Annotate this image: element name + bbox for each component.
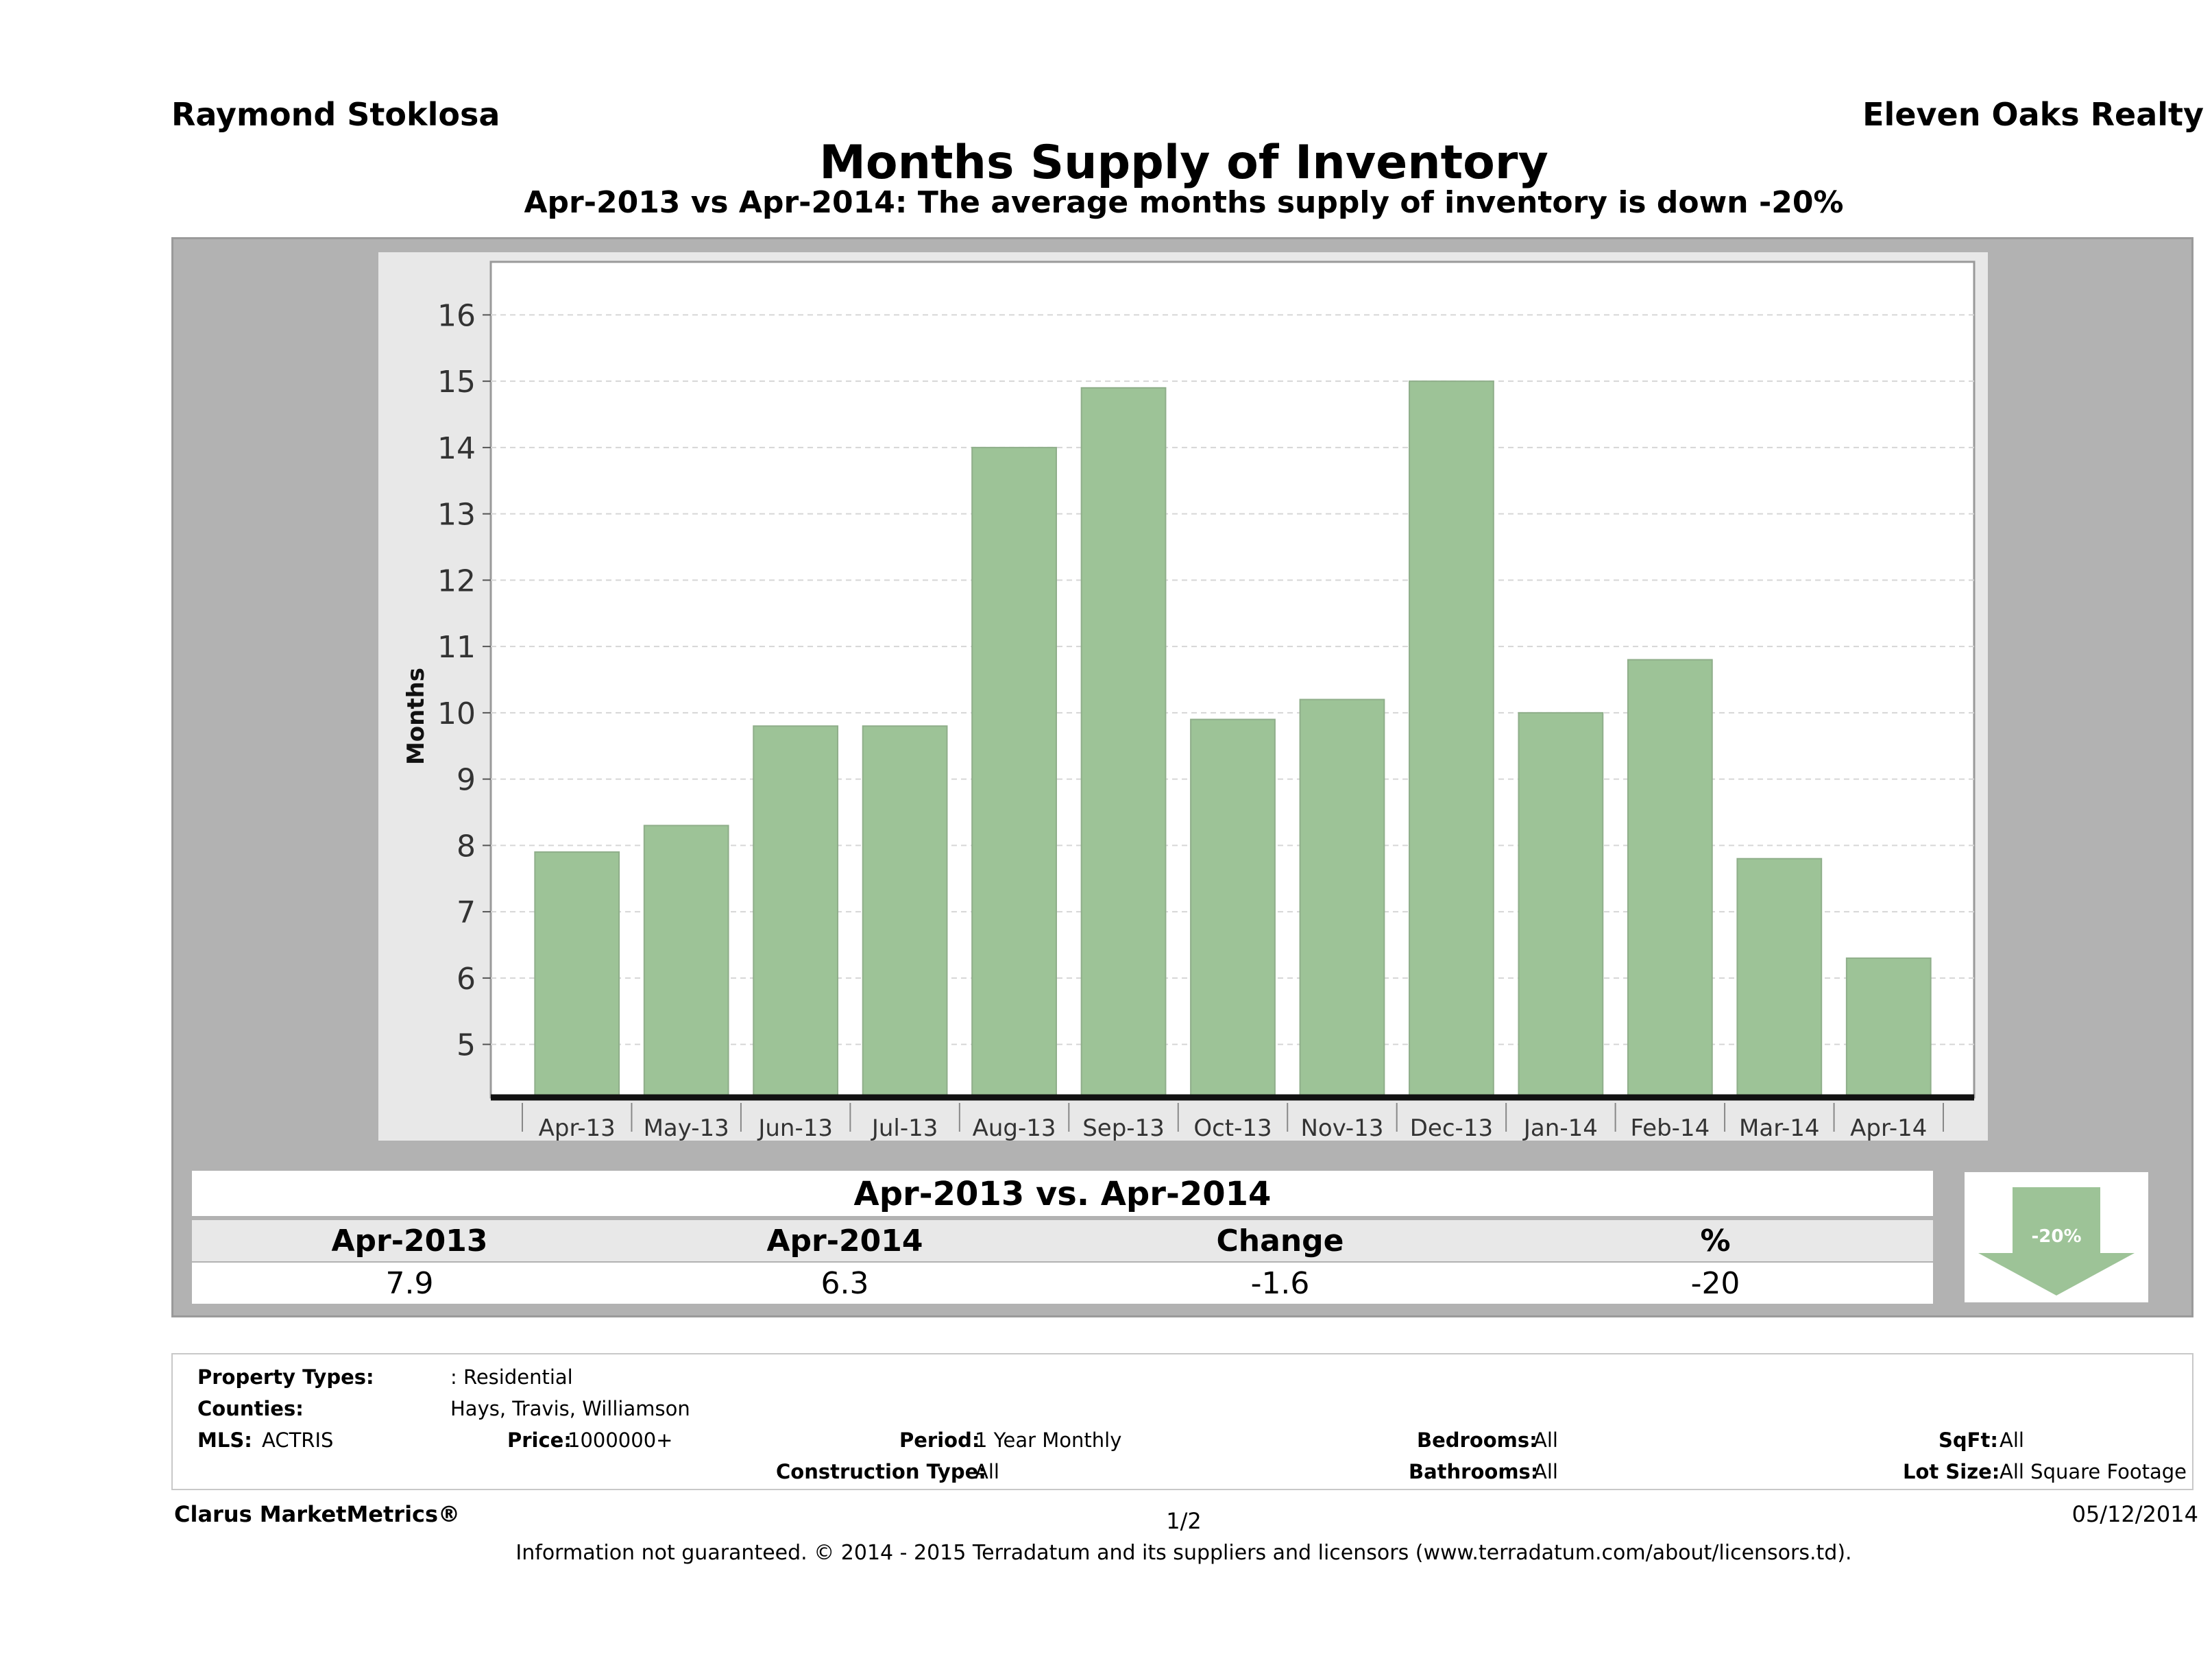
bar (1190, 718, 1276, 1098)
construction-type-value: All (975, 1460, 999, 1483)
y-tick-label: 15 (437, 365, 476, 400)
agent-name: Raymond Stoklosa (171, 96, 500, 133)
x-tick-label: Apr-14 (1850, 1115, 1927, 1141)
y-tick-label: 6 (457, 962, 476, 997)
x-tick-label: Feb-14 (1630, 1115, 1710, 1141)
summary-value-row: 7.9 6.3 -1.6 -20 (192, 1263, 1933, 1304)
period-label: Period: (899, 1428, 980, 1452)
bar (971, 446, 1057, 1098)
y-axis-label: Months (402, 668, 430, 765)
price-label: Price: (507, 1428, 572, 1452)
bar (1736, 858, 1823, 1098)
bar (862, 725, 948, 1098)
summary-header-cell: % (1700, 1224, 1731, 1258)
lot-size-value: All Square Footage (2000, 1460, 2187, 1483)
y-tick-label: 11 (437, 630, 476, 665)
x-tick-label: Aug-13 (973, 1115, 1056, 1141)
counties-value: Hays, Travis, Williamson (450, 1397, 690, 1420)
mls-label: MLS: (197, 1428, 252, 1452)
x-tick-label: Jun-13 (757, 1115, 833, 1141)
y-tick-label: 16 (437, 298, 476, 333)
y-tick-label: 5 (457, 1028, 476, 1063)
property-types-label: Property Types: (197, 1365, 374, 1389)
bathrooms-value: All (1533, 1460, 1558, 1483)
x-tick-label: Apr-13 (539, 1115, 616, 1141)
change-badge: -20% (2031, 1226, 2081, 1247)
y-tick-label: 9 (457, 763, 476, 798)
summary-value-cell: -1.6 (1250, 1266, 1310, 1301)
y-tick-label: 13 (437, 498, 476, 533)
bedrooms-label: Bedrooms: (1417, 1428, 1538, 1452)
x-tick-label: Dec-13 (1410, 1115, 1493, 1141)
bedrooms-value: All (1533, 1428, 1558, 1452)
mls-value: ACTRIS (262, 1428, 334, 1452)
bar (1299, 698, 1385, 1098)
bathrooms-label: Bathrooms: (1409, 1460, 1539, 1483)
x-tick-label: Jul-13 (871, 1115, 938, 1141)
summary-value-cell: 6.3 (821, 1266, 869, 1301)
y-tick-label: 12 (437, 563, 476, 598)
lot-size-label: Lot Size: (1903, 1460, 2000, 1483)
y-tick-label: 10 (437, 696, 476, 731)
page-number: 1/2 (1166, 1508, 1202, 1534)
change-indicator: -20% (1965, 1172, 2148, 1302)
x-tick-label: Oct-13 (1193, 1115, 1272, 1141)
summary-header-row: Apr-2013 Apr-2014 Change % (192, 1220, 1933, 1261)
counties-label: Counties: (197, 1397, 304, 1420)
summary-value-cell: 7.9 (385, 1266, 434, 1301)
report-date: 05/12/2014 (2071, 1501, 2198, 1527)
bar (643, 825, 729, 1098)
price-value: 1000000+ (568, 1428, 673, 1452)
construction-type-label: Construction Type: (776, 1460, 986, 1483)
sqft-value: All (2000, 1428, 2024, 1452)
period-value: 1 Year Monthly (975, 1428, 1122, 1452)
company-name: Eleven Oaks Realty (1862, 96, 2204, 133)
summary-value-cell: -20 (1690, 1266, 1740, 1301)
x-tick-label: Sep-13 (1082, 1115, 1165, 1141)
report-criteria: Property Types: : Residential Counties: … (171, 1353, 2193, 1490)
x-tick-label: Jan-14 (1522, 1115, 1598, 1141)
bar (1845, 957, 1932, 1099)
chart-title: Months Supply of Inventory (819, 136, 1548, 190)
y-tick-label: 14 (437, 431, 476, 466)
property-types-value: : Residential (450, 1365, 573, 1389)
y-tick-label: 7 (457, 895, 476, 930)
down-arrow-icon: -20% (1978, 1187, 2135, 1296)
summary-header-cell: Apr-2014 (766, 1224, 923, 1258)
bar (753, 725, 839, 1098)
disclaimer: Information not guaranteed. © 2014 - 201… (515, 1541, 1852, 1565)
x-tick-label: May-13 (644, 1115, 729, 1141)
summary-title: Apr-2013 vs. Apr-2014 (192, 1171, 1933, 1216)
summary-header-cell: Apr-2013 (331, 1224, 488, 1258)
brand-label: Clarus MarketMetrics® (174, 1501, 461, 1527)
sqft-label: SqFt: (1938, 1428, 1998, 1452)
x-tick-label: Nov-13 (1300, 1115, 1383, 1141)
summary-header-cell: Change (1216, 1224, 1344, 1258)
bar-chart: 5 6 7 8 9 10 11 12 13 14 15 16 Apr-13 May-13 Jun-13 Jul… (402, 260, 1976, 1141)
bar (534, 851, 620, 1098)
chart-panel: 5 6 7 8 9 10 11 12 13 14 15 16 Apr-13 May-13 Jun-13 Jul… (378, 252, 1988, 1141)
bar (1409, 380, 1494, 1099)
bar (1080, 387, 1167, 1098)
y-tick-label: 8 (457, 829, 476, 864)
bar (1518, 712, 1604, 1098)
chart-subtitle: Apr-2013 vs Apr-2014: The average months… (524, 185, 1844, 220)
x-tick-label: Mar-14 (1739, 1115, 1820, 1141)
bar (1627, 659, 1713, 1098)
